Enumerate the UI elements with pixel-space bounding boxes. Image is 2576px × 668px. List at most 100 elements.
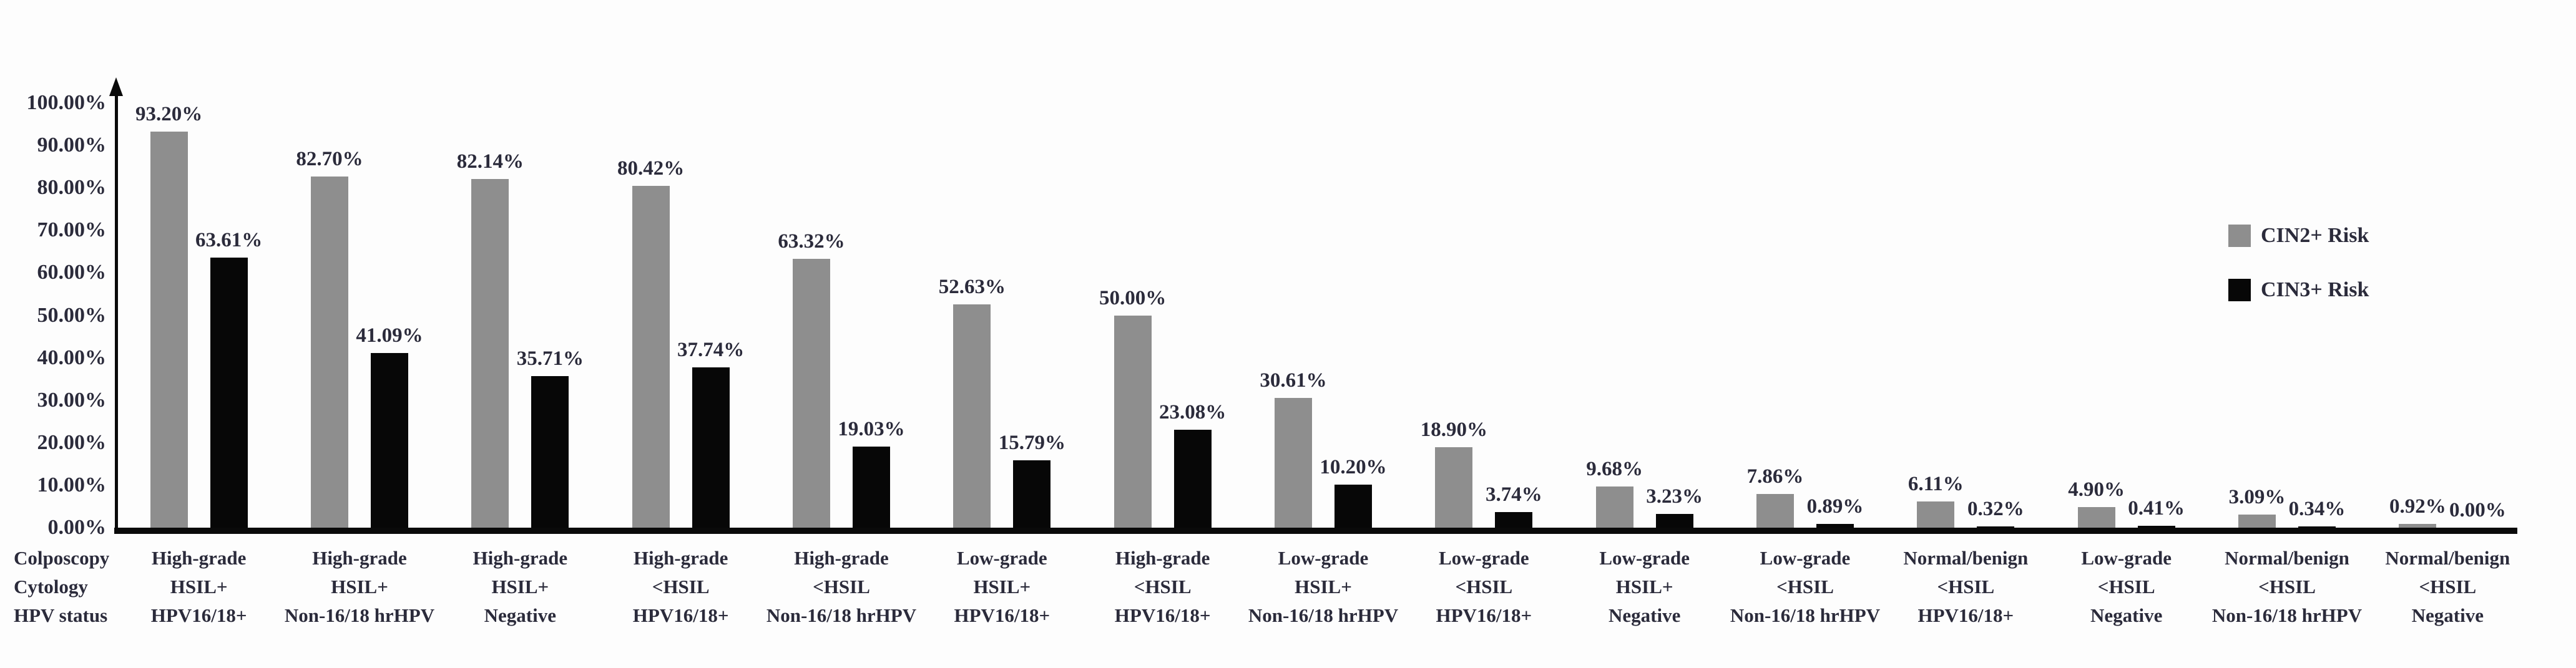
category-label-line: Low-grade xyxy=(956,547,1047,569)
bar-value-label: 10.20% xyxy=(1320,455,1387,478)
y-tick-label: 100.00% xyxy=(26,91,107,114)
category-label-line: HPV16/18+ xyxy=(150,604,247,626)
category-label-line: High-grade xyxy=(1115,547,1210,569)
bar-value-label: 35.71% xyxy=(516,347,584,370)
category-label-line: <HSIL xyxy=(1455,576,1513,598)
cin3-risk-bar xyxy=(1977,526,2015,528)
bar-value-label: 3.23% xyxy=(1646,485,1703,508)
bar-value-label: 0.00% xyxy=(2449,499,2506,521)
cin2-risk-bar xyxy=(1756,494,1794,528)
x-axis-category-label: Low-grade <HSIL Non-16/18 hrHPV xyxy=(1717,544,1893,630)
y-tick-label: 50.00% xyxy=(37,303,107,327)
category-label-line: Non-16/18 hrHPV xyxy=(1730,604,1881,626)
cin3-risk-bar xyxy=(1495,511,1533,528)
category-label-line: Negative xyxy=(2090,604,2163,626)
cin3-risk-bar xyxy=(1335,484,1372,528)
category-label-line: Negative xyxy=(1608,604,1681,626)
category-label-line: High-grade xyxy=(473,547,568,569)
cin2-risk-bar xyxy=(632,186,670,528)
bar-value-label: 0.34% xyxy=(2288,497,2346,520)
y-tick-label: 0.00% xyxy=(47,516,107,539)
bar-value-label: 41.09% xyxy=(356,324,423,347)
cin2-risk-bar xyxy=(793,258,830,528)
cin3-risk-bar xyxy=(2137,526,2175,528)
legend-swatch-cin2-icon xyxy=(2228,225,2251,247)
bar-value-label: 63.32% xyxy=(778,230,845,253)
y-tick-label: 80.00% xyxy=(37,176,107,200)
bar-value-label: 9.68% xyxy=(1586,458,1643,481)
bar-value-label: 0.41% xyxy=(2128,497,2185,520)
legend: CIN2+ Risk CIN3+ Risk xyxy=(2228,224,2369,333)
category-label-line: Low-grade xyxy=(1760,547,1851,569)
bar-value-label: 0.32% xyxy=(1967,497,2024,520)
category-label-line: <HSIL xyxy=(2258,576,2316,598)
y-tick-label: 10.00% xyxy=(37,473,107,496)
x-axis-category-label: High-grade HSIL+ Non-16/18 hrHPV xyxy=(272,544,447,630)
category-label-line: HPV16/18+ xyxy=(1114,604,1211,626)
category-label-line: <HSIL xyxy=(2097,576,2155,598)
cin2-risk-bar xyxy=(1917,501,1955,528)
legend-entry-cin3: CIN3+ Risk xyxy=(2228,278,2369,301)
bar-value-label: 80.42% xyxy=(617,157,685,180)
bar-value-label: 3.74% xyxy=(1485,483,1542,506)
legend-entry-cin2: CIN2+ Risk xyxy=(2228,224,2369,247)
category-label-line: <HSIL xyxy=(652,576,710,598)
bar-value-label: 63.61% xyxy=(195,228,263,251)
bar-value-label: 18.90% xyxy=(1420,419,1487,442)
legend-label-cin3: CIN3+ Risk xyxy=(2261,278,2369,301)
cin2-risk-bar xyxy=(1435,447,1473,528)
cin3-risk-bar xyxy=(692,367,730,528)
bar-value-label: 82.70% xyxy=(296,147,363,170)
cin2-risk-bar xyxy=(311,176,348,528)
cin2-risk-bar xyxy=(150,132,188,528)
x-axis-category-label: High-grade HSIL+ HPV16/18+ xyxy=(111,544,286,630)
category-label-line: <HSIL xyxy=(813,576,870,598)
cin3-risk-bar xyxy=(210,257,248,528)
y-tick-label: 90.00% xyxy=(37,133,107,157)
category-label-line: HSIL+ xyxy=(491,576,549,598)
bar-value-label: 6.11% xyxy=(1908,473,1964,496)
bar-value-label: 23.08% xyxy=(1159,400,1227,424)
x-axis-category-label: High-grade <HSIL HPV16/18+ xyxy=(1075,544,1250,630)
category-label-line: Low-grade xyxy=(2081,547,2172,569)
x-axis-header-line-colposcopy: Colposcopy xyxy=(14,547,110,569)
cin2-risk-bar xyxy=(953,304,991,528)
category-label-line: Non-16/18 hrHPV xyxy=(2211,604,2363,626)
cin2-risk-bar xyxy=(2077,506,2115,528)
category-label-line: Normal/benign xyxy=(2385,547,2510,569)
bar-value-label: 0.89% xyxy=(1806,495,1864,518)
cin2-risk-bar xyxy=(2238,514,2276,528)
category-label-line: HPV16/18+ xyxy=(1917,604,2014,626)
category-label-line: HSIL+ xyxy=(170,576,228,598)
category-label-line: Non-16/18 hrHPV xyxy=(284,604,435,626)
x-axis-header-line-hpv-status: HPV status xyxy=(14,604,108,626)
y-tick-label: 20.00% xyxy=(37,430,107,454)
bar-value-label: 52.63% xyxy=(938,275,1006,298)
cin3-risk-bar xyxy=(371,353,408,528)
cin2-risk-bar xyxy=(1275,397,1312,528)
category-label-line: High-grade xyxy=(151,547,247,569)
bar-value-label: 82.14% xyxy=(456,150,524,173)
legend-label-cin2: CIN2+ Risk xyxy=(2261,224,2369,247)
x-axis-category-label: Normal/benign <HSIL HPV16/18+ xyxy=(1878,544,2054,630)
cin3-risk-bar xyxy=(1013,460,1051,528)
category-label-line: Low-grade xyxy=(1438,547,1529,569)
cin2-risk-bar xyxy=(1595,486,1633,528)
x-axis-header-line-cytology: Cytology xyxy=(14,576,88,598)
x-axis-category-label: Normal/benign <HSIL Non-16/18 hrHPV xyxy=(2199,544,2374,630)
category-label-line: HSIL+ xyxy=(331,576,388,598)
cin2-risk-bar xyxy=(1114,315,1152,528)
bar-value-label: 93.20% xyxy=(135,103,203,126)
x-axis-category-label: Low-grade <HSIL Negative xyxy=(2039,544,2214,630)
y-axis-line xyxy=(115,94,118,528)
category-label-line: HPV16/18+ xyxy=(632,604,729,626)
x-axis-category-label: Low-grade <HSIL HPV16/18+ xyxy=(1396,544,1572,630)
x-axis-category-label: High-grade <HSIL Non-16/18 hrHPV xyxy=(753,544,929,630)
x-axis-line xyxy=(114,528,2517,534)
bar-value-label: 30.61% xyxy=(1260,369,1327,392)
category-label-line: HPV16/18+ xyxy=(1436,604,1532,626)
bar-value-label: 3.09% xyxy=(2228,485,2286,508)
cin3-risk-bar xyxy=(531,375,569,528)
x-axis-category-label: Low-grade HSIL+ Negative xyxy=(1557,544,1732,630)
bar-value-label: 4.90% xyxy=(2068,478,2125,501)
